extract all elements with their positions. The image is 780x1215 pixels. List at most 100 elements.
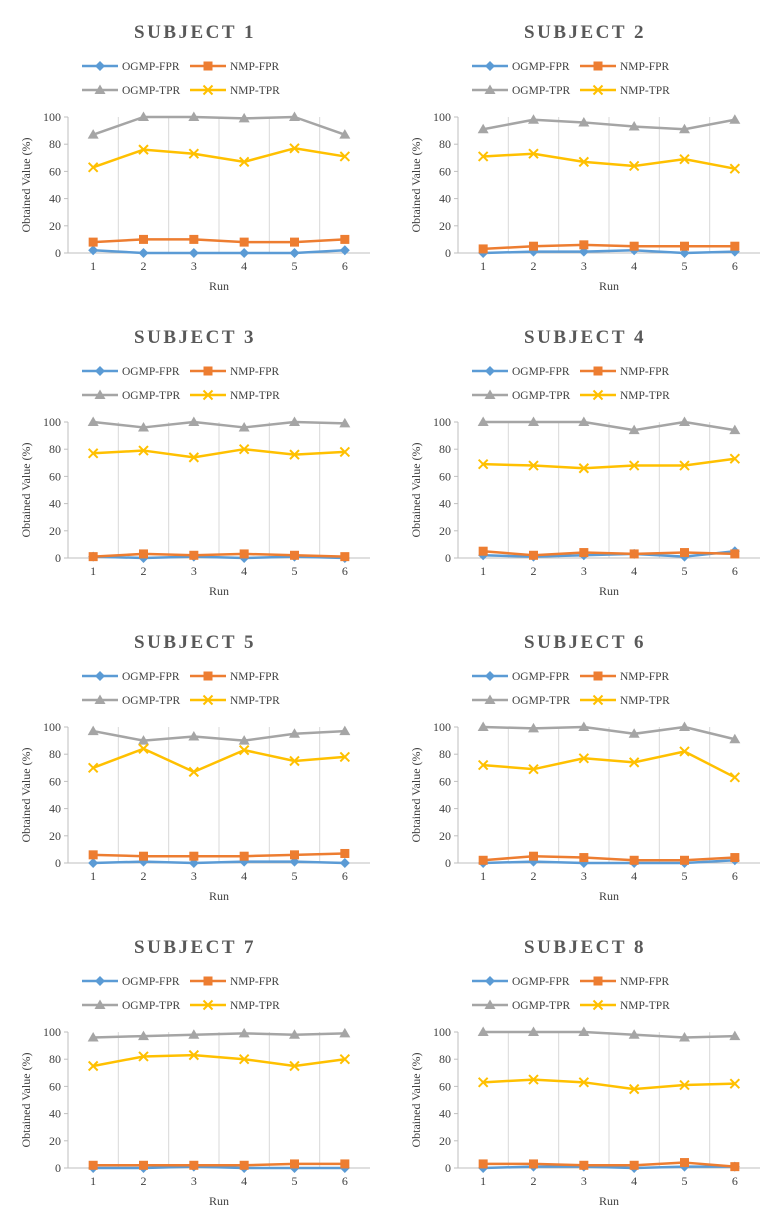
legend-item: NMP-TPR bbox=[190, 999, 280, 1012]
y-axis-label: Obtained Value (%) bbox=[19, 1052, 33, 1147]
data-point bbox=[578, 416, 590, 426]
legend-item: OGMP-TPR bbox=[82, 694, 180, 707]
data-point bbox=[138, 421, 149, 432]
data-point bbox=[138, 1051, 149, 1062]
x-tick-label: 6 bbox=[732, 564, 738, 578]
series-ogmp-tpr bbox=[477, 114, 741, 134]
series-ogmp-tpr bbox=[87, 416, 351, 432]
series-line bbox=[483, 1030, 735, 1039]
legend-marker-icon bbox=[593, 366, 603, 376]
series-nmp-fpr bbox=[478, 240, 740, 254]
x-tick-label: 4 bbox=[241, 564, 247, 578]
chart-title: SUBJECT 2 bbox=[524, 22, 646, 43]
x-axis-label: Run bbox=[209, 889, 229, 903]
data-point bbox=[477, 759, 489, 771]
series-line bbox=[483, 859, 735, 865]
legend-item: OGMP-FPR bbox=[82, 976, 180, 988]
y-tick-label: 0 bbox=[55, 856, 61, 870]
data-point bbox=[529, 1159, 538, 1169]
legend-item: OGMP-TPR bbox=[472, 999, 570, 1012]
series-nmp-tpr bbox=[477, 453, 741, 474]
data-point bbox=[138, 743, 149, 754]
x-tick-label: 3 bbox=[191, 1174, 197, 1188]
data-point bbox=[528, 460, 539, 471]
x-tick-label: 1 bbox=[90, 564, 96, 578]
series-line bbox=[92, 115, 346, 136]
legend-label: OGMP-FPR bbox=[512, 671, 570, 683]
data-point bbox=[477, 1026, 489, 1036]
data-point bbox=[730, 549, 740, 559]
series-line bbox=[483, 549, 735, 557]
y-tick-label: 60 bbox=[49, 164, 61, 178]
legend-item: NMP-TPR bbox=[190, 84, 280, 97]
legend-item: OGMP-TPR bbox=[82, 999, 180, 1012]
x-tick-label: 5 bbox=[682, 869, 688, 883]
series-nmp-tpr bbox=[87, 143, 351, 173]
legend-marker-icon bbox=[484, 389, 496, 399]
series-nmp-fpr bbox=[478, 546, 740, 560]
x-tick-label: 1 bbox=[90, 259, 96, 273]
series-line bbox=[93, 1162, 345, 1167]
legend-label: OGMP-TPR bbox=[512, 1000, 570, 1012]
chart-title: SUBJECT 3 bbox=[134, 327, 256, 348]
x-tick-label: 3 bbox=[191, 869, 197, 883]
legend-marker-icon bbox=[593, 61, 603, 71]
series-ogmp-fpr bbox=[88, 245, 350, 258]
data-point bbox=[238, 735, 250, 745]
x-tick-label: 2 bbox=[141, 564, 147, 578]
x-tick-label: 1 bbox=[480, 259, 486, 273]
data-point bbox=[87, 129, 99, 139]
series-nmp-fpr bbox=[478, 851, 740, 865]
x-tick-label: 2 bbox=[531, 564, 537, 578]
data-point bbox=[239, 237, 249, 247]
data-point bbox=[239, 1160, 249, 1170]
y-tick-label: 60 bbox=[49, 1079, 61, 1093]
legend-label: NMP-TPR bbox=[230, 390, 280, 402]
data-point bbox=[529, 851, 538, 861]
legend-label: OGMP-TPR bbox=[512, 85, 570, 97]
y-tick-label: 40 bbox=[439, 192, 451, 206]
y-tick-label: 20 bbox=[49, 524, 61, 538]
y-tick-label: 80 bbox=[439, 442, 451, 456]
series-line bbox=[92, 729, 345, 742]
x-tick-label: 4 bbox=[631, 869, 637, 883]
data-point bbox=[578, 156, 590, 168]
data-point bbox=[679, 1079, 690, 1091]
y-tick-label: 20 bbox=[439, 1134, 451, 1148]
x-tick-label: 1 bbox=[480, 1174, 486, 1188]
legend-item: NMP-FPR bbox=[190, 366, 280, 378]
series-ogmp-tpr bbox=[477, 1026, 741, 1042]
chart-legend: OGMP-FPR NMP-FPR OGMP-TPR NMP-TPR bbox=[82, 366, 280, 402]
x-tick-label: 6 bbox=[732, 259, 738, 273]
legend-marker-icon bbox=[592, 694, 604, 706]
series-line bbox=[483, 249, 735, 255]
data-point bbox=[729, 1078, 741, 1089]
legend-marker-icon bbox=[95, 976, 105, 986]
data-point bbox=[680, 548, 689, 558]
chart-title: SUBJECT 6 bbox=[524, 632, 646, 653]
data-point bbox=[289, 111, 300, 121]
legend-item: NMP-FPR bbox=[190, 976, 280, 988]
y-tick-label: 60 bbox=[49, 469, 61, 483]
legend-item: NMP-FPR bbox=[580, 671, 670, 683]
data-point bbox=[88, 850, 98, 860]
y-tick-label: 40 bbox=[49, 497, 61, 511]
data-point bbox=[529, 550, 538, 560]
data-point bbox=[290, 237, 299, 247]
y-tick-label: 100 bbox=[433, 720, 451, 734]
data-point bbox=[289, 143, 300, 154]
legend-item: OGMP-TPR bbox=[82, 84, 180, 97]
series-nmp-fpr bbox=[478, 1158, 740, 1172]
legend-label: NMP-FPR bbox=[230, 671, 280, 683]
data-point bbox=[729, 424, 741, 435]
x-tick-label: 4 bbox=[631, 1174, 637, 1188]
data-point bbox=[628, 757, 640, 768]
data-point bbox=[339, 446, 351, 458]
legend-marker-icon bbox=[203, 976, 213, 986]
data-point bbox=[528, 763, 539, 775]
legend-marker-icon bbox=[485, 671, 495, 681]
data-point bbox=[87, 1060, 99, 1072]
data-point bbox=[579, 853, 589, 863]
chart-title: SUBJECT 1 bbox=[134, 22, 256, 43]
data-point bbox=[339, 725, 351, 736]
